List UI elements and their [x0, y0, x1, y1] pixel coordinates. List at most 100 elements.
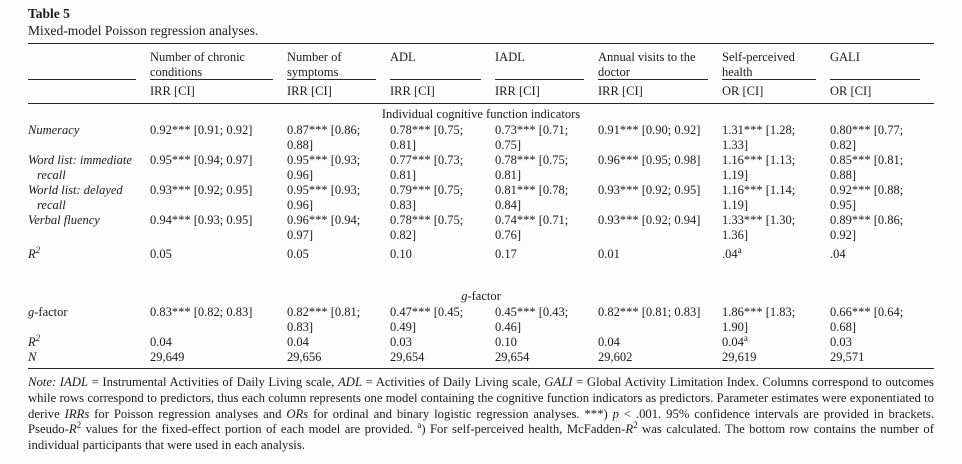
- note-segment: GALI: [544, 375, 573, 389]
- footnote-marker: a: [743, 332, 748, 343]
- cell: 0.83*** [0.82; 0.83]: [150, 305, 253, 319]
- cell: 0.05: [150, 247, 172, 261]
- column-measure-header: OR [CI]: [830, 84, 872, 98]
- column-group-header: Number of symptoms: [287, 44, 376, 80]
- r2-symbol: R: [28, 335, 36, 349]
- table-row: Numeracy 0.92*** [0.91; 0.92] 0.87*** [0…: [28, 123, 934, 153]
- cell: 0.73*** [0.71; 0.75]: [495, 123, 569, 152]
- cell: 0.93*** [0.92; 0.94]: [598, 213, 701, 227]
- table-row: g-factor 0.83*** [0.82; 0.83] 0.82*** [0…: [28, 305, 934, 335]
- note-segment: for Poisson regression analyses and: [89, 406, 287, 421]
- note-segment: = Activities of Daily Living scale,: [362, 375, 545, 389]
- row-label-r-squared: R2: [28, 244, 150, 262]
- cell: 1.33*** [1.30; 1.36]: [722, 213, 796, 242]
- cell: 0.77*** [0.73; 0.81]: [390, 153, 464, 182]
- table-row: R2 0.04 0.04 0.03 0.10 0.04 0.04a 0.03: [28, 332, 934, 350]
- note-segment: ADL: [338, 375, 363, 389]
- table-caption: Mixed-model Poisson regression analyses.: [28, 23, 259, 38]
- note-segment: = Global Activity Limitation Index. Colu…: [28, 375, 934, 421]
- row-label: Word list: immediate recall: [28, 153, 132, 182]
- cell: 29,619: [722, 350, 757, 364]
- row-label: World list: delayed recall: [28, 183, 123, 212]
- cell: 0.03: [390, 335, 412, 349]
- cell: 0.17: [495, 247, 517, 261]
- section-label-individual-indicators: Individual cognitive function indicators: [381, 107, 581, 121]
- row-label: Numeracy: [28, 123, 80, 137]
- cell: 29,656: [287, 350, 322, 364]
- r2-exponent: 2: [35, 332, 41, 343]
- cell: 0.04a: [722, 332, 748, 349]
- cell: 0.66*** [0.64; 0.68]: [830, 305, 904, 334]
- note-superscript: 2: [76, 420, 82, 431]
- cell: 0.04: [150, 335, 172, 349]
- table-row: N 29,649 29,656 29,654 29,654 29,602 29,…: [28, 350, 934, 365]
- table-block: Table 5 Mixed-model Poisson regression a…: [28, 6, 934, 454]
- column-group-header: ADL: [390, 44, 481, 80]
- column-group-header: Number of chronic conditions: [150, 44, 273, 80]
- cell: 0.47*** [0.45; 0.49]: [390, 305, 464, 334]
- note-segment: IRRs: [64, 406, 90, 421]
- note-segment: < .001. 95% confidence intervals are pro…: [28, 406, 934, 437]
- cell: 0.91*** [0.90; 0.92]: [598, 123, 701, 137]
- table-number: Table 5: [28, 6, 70, 21]
- row-label-g-factor: g-factor: [28, 305, 68, 319]
- note-superscript: a: [417, 420, 422, 431]
- cell: 0.03: [830, 335, 852, 349]
- cell: 0.87*** [0.86; 0.88]: [287, 123, 361, 152]
- cell: 0.45*** [0.43; 0.46]: [495, 305, 569, 334]
- cell: 0.92*** [0.91; 0.92]: [150, 123, 253, 137]
- cell: .04: [830, 247, 846, 261]
- column-group-header: Self-perceived health: [722, 44, 816, 80]
- cell: 1.16*** [1.14; 1.19]: [722, 183, 796, 212]
- cell: 0.04: [287, 335, 309, 349]
- cell: 0.85*** [0.81; 0.88]: [830, 153, 904, 182]
- cell: 0.94*** [0.93; 0.95]: [150, 213, 253, 227]
- cell: 0.78*** [0.75; 0.81]: [390, 123, 464, 152]
- cell: 0.79*** [0.75; 0.83]: [390, 183, 464, 212]
- cell: 0.95*** [0.93; 0.96]: [287, 153, 361, 182]
- note-segment: ) For self-perceived health, McFadden-: [421, 422, 626, 437]
- table-row: Verbal fluency 0.94*** [0.93; 0.95] 0.96…: [28, 213, 934, 243]
- note-segment: was calculated. The bottom row contains …: [28, 422, 934, 453]
- table-row: R2 0.05 0.05 0.10 0.17 0.01 .04a .04: [28, 244, 934, 262]
- row-label-n: N: [28, 350, 37, 364]
- column-group-header: IADL: [495, 44, 584, 80]
- table-row: Word list: immediate recall 0.95*** [0.9…: [28, 153, 934, 183]
- row-label: Verbal fluency: [28, 213, 100, 227]
- column-measure-header: IRR [CI]: [150, 84, 195, 98]
- cell: 0.95*** [0.94; 0.97]: [150, 153, 253, 167]
- note-segment: p: [612, 406, 619, 421]
- cell: 29,571: [830, 350, 865, 364]
- column-group-header-row: Number of chronic conditions Number of s…: [28, 44, 934, 80]
- note-superscript: 2: [633, 420, 638, 431]
- column-measure-header: IRR [CI]: [390, 84, 435, 98]
- cell: 0.80*** [0.77; 0.82]: [830, 123, 904, 152]
- r2-exponent: 2: [35, 244, 41, 255]
- cell: 0.82*** [0.81; 0.83]: [287, 305, 361, 334]
- cell: 29,654: [390, 350, 425, 364]
- column-measure-header-row: IRR [CI] IRR [CI] IRR [CI] IRR [CI] IRR …: [28, 80, 934, 104]
- table-note: Note: IADL = Instrumental Activities of …: [28, 375, 934, 454]
- section-label-g-factor: g-factor: [461, 289, 501, 303]
- cell: 0.78*** [0.75; 0.81]: [495, 153, 569, 182]
- cell: 29,602: [598, 350, 633, 364]
- cell: 29,649: [150, 350, 185, 364]
- cell: 29,654: [495, 350, 530, 364]
- note-segment: = Instrumental Activities of Daily Livin…: [88, 375, 339, 389]
- note-segment: for ordinal and binary logistic regressi…: [308, 406, 613, 421]
- note-segment: ORs: [286, 406, 309, 421]
- cell: 0.93*** [0.92; 0.95]: [598, 183, 701, 197]
- cell: 0.95*** [0.93; 0.96]: [287, 183, 361, 212]
- empty-header-cell: [28, 44, 136, 80]
- cell: 0.01: [598, 247, 620, 261]
- cell: 0.10: [495, 335, 517, 349]
- note-segment: R: [625, 422, 634, 437]
- column-group-header: Annual visits to the doctor: [598, 44, 708, 80]
- note-segment: values for the fixed-effect portion of e…: [81, 422, 418, 437]
- column-measure-header: IRR [CI]: [495, 84, 540, 98]
- column-measure-header: IRR [CI]: [598, 84, 643, 98]
- cell: 0.05: [287, 247, 309, 261]
- empty-header-cell: [28, 80, 150, 103]
- cell: 1.31*** [1.28; 1.33]: [722, 123, 796, 152]
